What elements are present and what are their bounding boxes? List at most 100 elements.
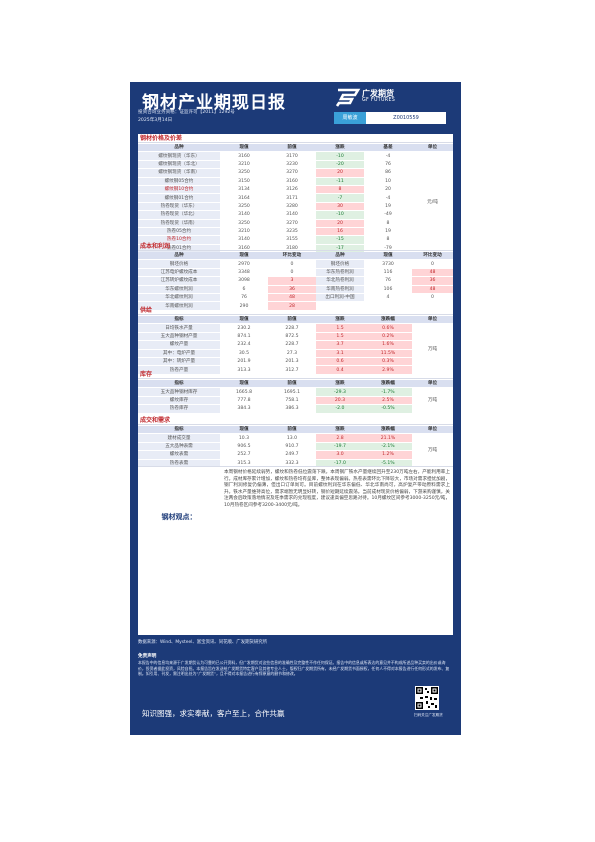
value-cell: 777.8 (220, 396, 268, 406)
value-cell: 3210 (220, 227, 268, 237)
table-row: 华东螺纹利润 6 36 华南热卷利润 106 48 (138, 285, 453, 294)
value-cell: 3.7 (316, 340, 364, 350)
value-cell: 106 (364, 285, 412, 294)
value-cell: 13.0 (268, 433, 316, 443)
table-row: 螺纹钢10合约 3134 3126 8 20 (138, 185, 453, 195)
row-label: 螺纹库存 (138, 396, 220, 406)
value-cell: 20 (316, 219, 364, 228)
column-header: 涨跌 (316, 316, 364, 325)
analyst-license: Z0010559 (366, 112, 446, 124)
row-label: 江苏转炉螺纹成本 (138, 276, 220, 286)
table-row: 热卷10合约 3140 3155 -15 8 (138, 235, 453, 245)
row-label: 螺纹钢现货（华北） (138, 160, 220, 170)
viewpoint-text: 本周钢材价格延续弱势，螺纹和热卷低位震荡下跌。本周钢厂铁水产量继续回升至230万… (224, 470, 450, 508)
value-cell: 3280 (268, 202, 316, 212)
column-header: 指标 (138, 380, 220, 389)
value-cell: 8 (364, 219, 412, 228)
value-cell: 3134 (220, 185, 268, 195)
value-cell: 758.1 (268, 396, 316, 406)
value-cell: 30 (316, 202, 364, 212)
value-cell: 3140 (220, 210, 268, 220)
value-cell: 0.2% (364, 332, 412, 342)
table-row: 热卷现货（华南） 3250 3270 20 8 (138, 219, 453, 228)
value-cell: 6 (220, 285, 268, 294)
value-cell: 3171 (268, 193, 316, 203)
value-cell: 20.3 (316, 396, 364, 406)
value-cell: 249.7 (268, 450, 316, 460)
value-cell: -1.7% (364, 387, 412, 397)
row-label: 其中：电炉产量 (138, 349, 220, 358)
table-row: 螺纹产量 232.4 228.7 3.7 1.6% (138, 340, 453, 350)
column-header: 涨跌 (316, 380, 364, 389)
value-cell: 20 (316, 168, 364, 178)
row-label: 江苏电炉螺纹成本 (138, 268, 220, 278)
analyst-name: 周敏波 (334, 112, 366, 124)
report-date: 2025年3月14日 (138, 118, 173, 123)
license-line: 投资咨询业务资格：证监许可【2011】1292号 (138, 110, 235, 115)
value-cell: 232.4 (220, 340, 268, 350)
column-header: 前值 (268, 380, 316, 389)
value-cell: -4 (364, 151, 412, 161)
row-label: 钢坯价格 (138, 259, 220, 269)
value-cell: 3164 (220, 193, 268, 203)
column-header: 单位 (412, 426, 453, 435)
column-header: 前值 (268, 144, 316, 153)
table-row: 螺纹钢05合约 3150 3160 -11 10 (138, 177, 453, 186)
value-cell: 0 (412, 259, 453, 269)
table-row: 其中：电炉产量 30.5 27.3 3.1 11.5% (138, 349, 453, 358)
company-slogan: 知识图强，求实奉献，客户至上，合作共赢 (142, 709, 285, 718)
table-row: 热卷现货（华北） 3140 3140 -10 -49 (138, 210, 453, 220)
row-label: 出口利润-中国 (316, 293, 364, 303)
value-cell: 20 (364, 185, 412, 195)
value-cell: 0 (268, 268, 316, 278)
value-cell: 8 (316, 185, 364, 195)
value-cell: 10.3 (220, 433, 268, 443)
value-cell: 2.9% (364, 365, 412, 375)
column-header: 指标 (138, 426, 220, 435)
value-cell: 3250 (220, 168, 268, 178)
value-cell: 76 (364, 160, 412, 170)
table-row: 螺纹钢现货（华东） 3160 3170 -10 -4 元/吨 (138, 151, 453, 254)
value-cell: 16 (316, 227, 364, 237)
column-header: 现值 (220, 316, 268, 325)
value-cell: -49 (364, 210, 412, 220)
value-cell: 384.3 (220, 404, 268, 414)
table-row: 热卷05合约 3210 3235 16 19 (138, 227, 453, 237)
row-label: 热卷现货（华东） (138, 202, 220, 212)
value-cell: 36 (268, 285, 316, 294)
gf-logo-icon (335, 88, 361, 107)
row-label: 华北螺纹利润 (138, 293, 220, 303)
value-cell: -10 (316, 151, 364, 161)
value-cell: 3348 (220, 268, 268, 278)
row-label: 五大品种钢材库存 (138, 387, 220, 397)
trade-table: 指标 现值 前值 涨跌 涨跌幅 单位 建材成交量 10.3 13.0 2.8 21.1% 万吨 五大品… (138, 426, 453, 468)
value-cell: 3140 (220, 235, 268, 245)
value-cell: 3210 (220, 160, 268, 170)
row-label: 螺纹钢现货（华东） (138, 151, 220, 161)
value-cell: -10 (316, 210, 364, 220)
value-cell: 3098 (220, 276, 268, 286)
brand-english: GF FUTURES (362, 98, 396, 103)
column-header: 现值 (220, 426, 268, 435)
row-label (316, 301, 364, 311)
value-cell: 290 (220, 301, 268, 311)
table-row: 热卷产量 313.3 312.7 0.4 2.9% (138, 365, 453, 375)
value-cell: 21.1% (364, 433, 412, 443)
section-title-cost: 成本和利润 (138, 242, 453, 251)
table-row: 五大品种表需 906.5 910.7 -19.7 -2.1% (138, 442, 453, 452)
column-header: 环比变动 (268, 252, 316, 261)
column-header: 涨跌 (316, 426, 364, 435)
section-title-supply: 供给 (138, 306, 453, 315)
row-label: 华东热卷利润 (316, 268, 364, 278)
value-cell: 48 (268, 293, 316, 303)
value-cell: 201.9 (220, 357, 268, 367)
value-cell: 76 (364, 276, 412, 286)
value-cell: 76 (220, 293, 268, 303)
unit-label: 万吨 (412, 387, 453, 414)
value-cell: 116 (364, 268, 412, 278)
value-cell: 3150 (220, 177, 268, 186)
value-cell: 906.5 (220, 442, 268, 452)
value-cell: -2.0 (316, 404, 364, 414)
value-cell: 27.3 (268, 349, 316, 358)
report-title: 钢材产业期现日报 (142, 93, 286, 113)
